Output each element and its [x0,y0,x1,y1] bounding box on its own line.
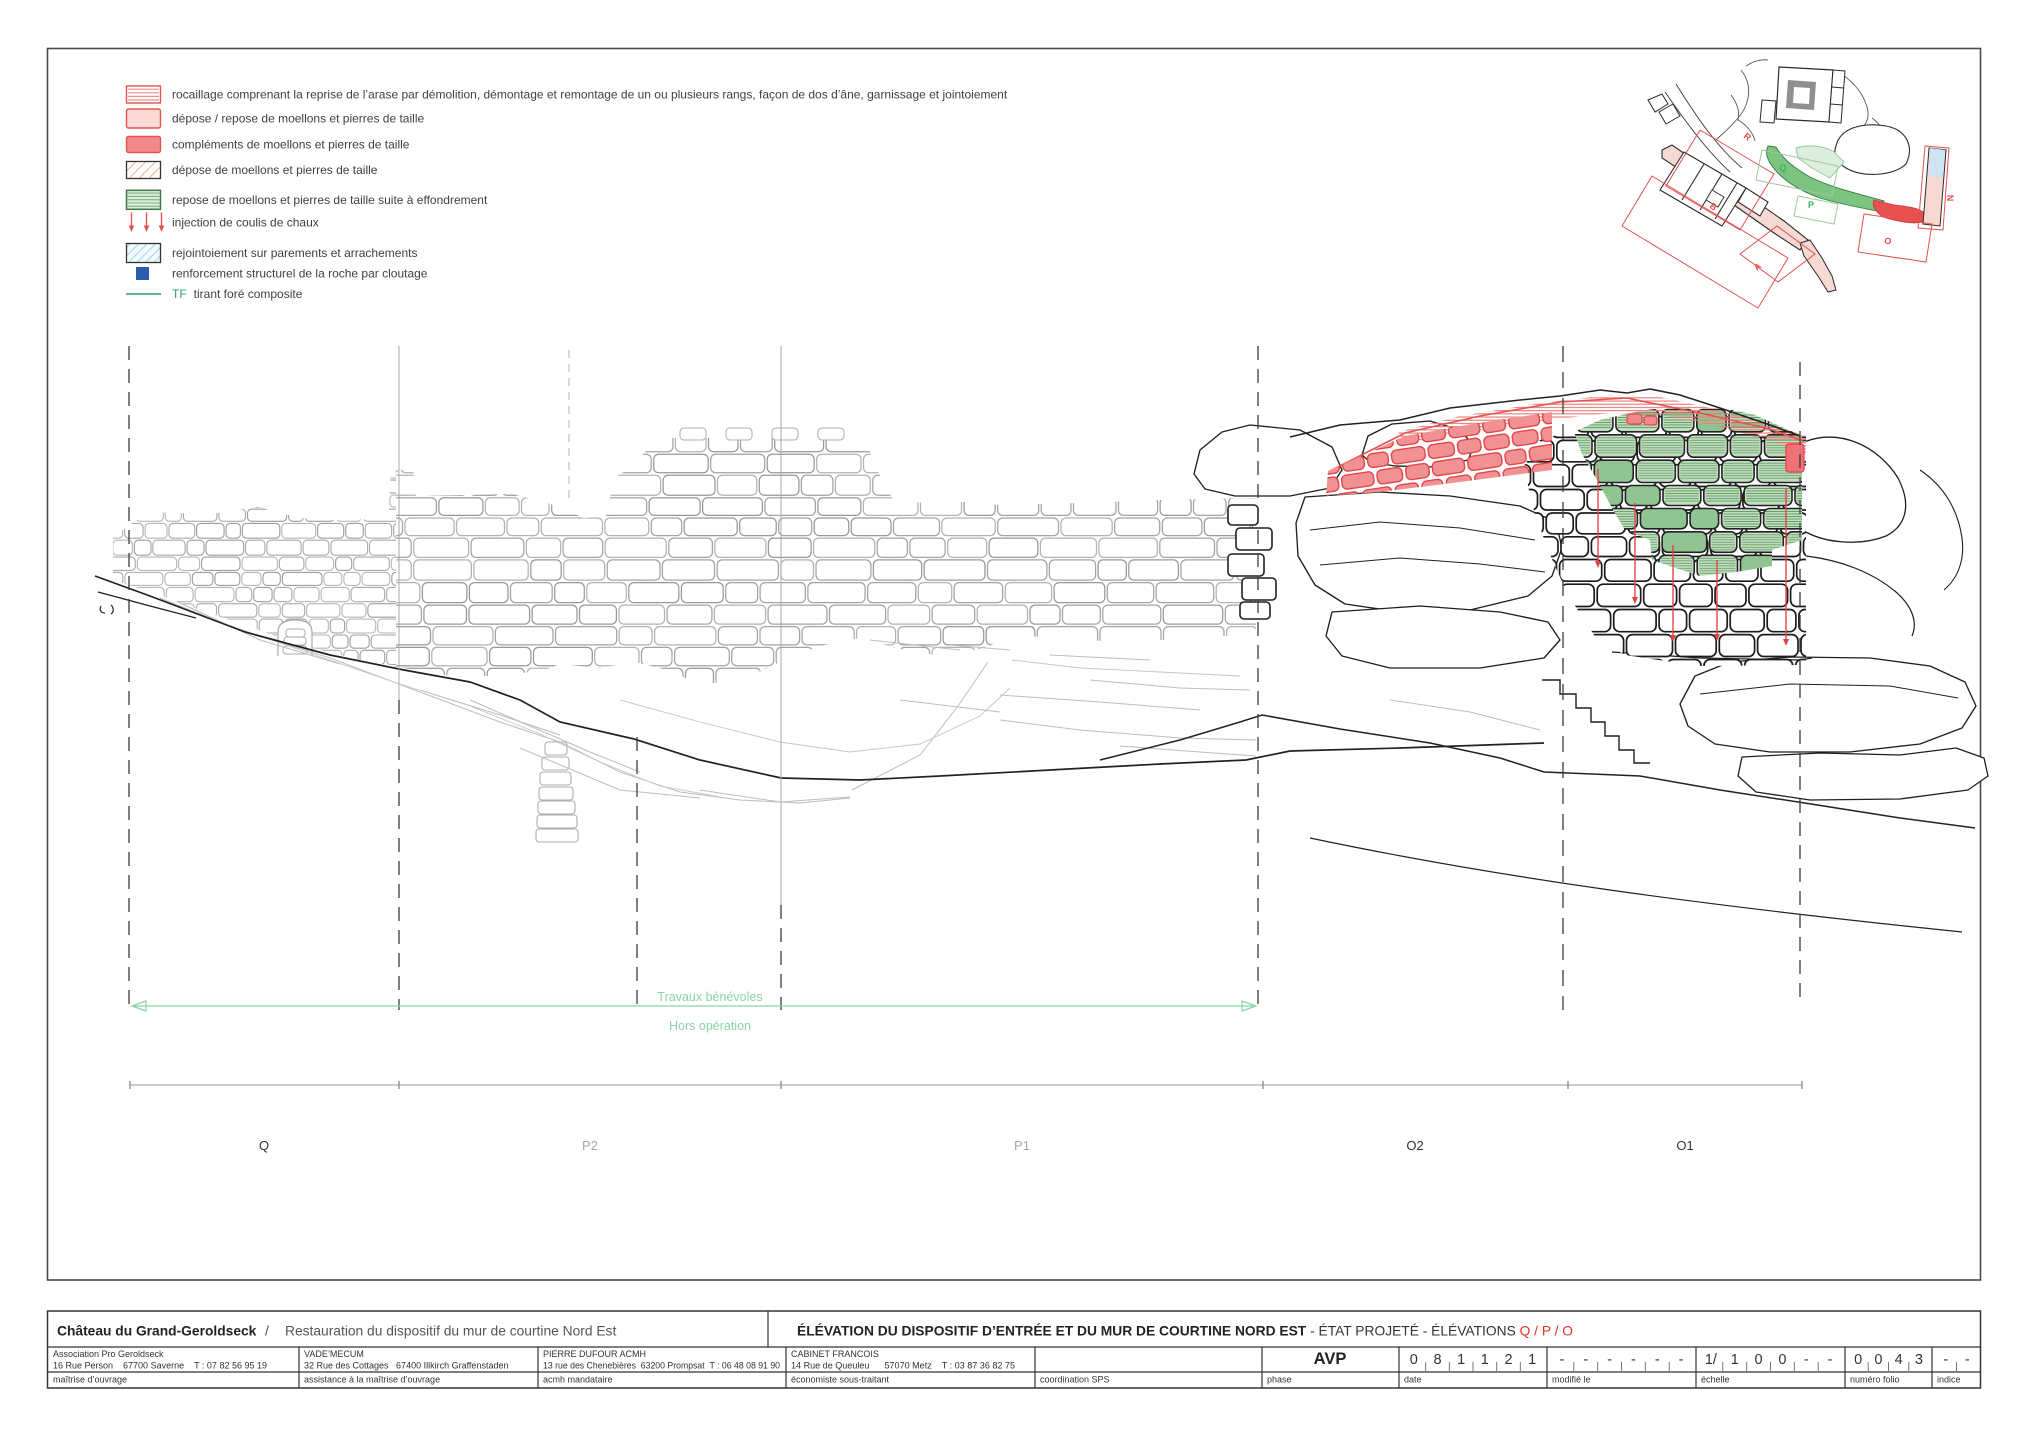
svg-text:-: - [1583,1352,1588,1368]
svg-text:16 Rue Person 67700 Saverne: 16 Rue Person 67700 Saverne T : 07 82 56… [53,1361,267,1371]
svg-text:maîtrise d’ouvrage: maîtrise d’ouvrage [53,1375,127,1385]
svg-text:CABINET FRANCOIS: CABINET FRANCOIS [791,1349,879,1359]
svg-text:-: - [1828,1352,1833,1368]
svg-text:O1: O1 [1676,1138,1693,1153]
svg-text:-: - [1607,1352,1612,1368]
svg-text:VADE’MECUM: VADE’MECUM [304,1349,364,1359]
svg-text:32 Rue des Cottages 67400 Il: 32 Rue des Cottages 67400 Illkirch Graff… [304,1361,508,1371]
svg-text:économiste sous-traitant: économiste sous-traitant [791,1375,890,1385]
svg-text:modifié le: modifié le [1552,1375,1591,1385]
svg-text:0: 0 [1874,1352,1882,1368]
svg-text:0: 0 [1755,1352,1763,1368]
svg-text:1: 1 [1481,1352,1489,1368]
svg-text:-: - [1804,1352,1809,1368]
svg-text:date: date [1404,1375,1422,1385]
svg-text:-: - [1679,1352,1684,1368]
svg-text:repose de moellons et pierres: repose de moellons et pierres de taille … [172,193,488,207]
svg-text:numéro folio: numéro folio [1850,1375,1900,1385]
svg-text:B: B [1708,201,1720,213]
svg-text:Q: Q [259,1138,269,1153]
svg-text:renforcement structurel de la: renforcement structurel de la roche par … [172,267,428,281]
svg-text:Travaux bénévoles: Travaux bénévoles [657,990,762,1004]
svg-text:1/: 1/ [1705,1352,1718,1368]
svg-text:P: P [1808,200,1814,210]
svg-text:1: 1 [1731,1352,1739,1368]
svg-text:2: 2 [1504,1352,1512,1368]
svg-text:/: / [265,1324,269,1339]
svg-text:-: - [1631,1352,1636,1368]
svg-text:R: R [1742,131,1754,143]
svg-text:14 Rue de Queuleu 57070 M: 14 Rue de Queuleu 57070 Metz T : 03 87 3… [791,1361,1015,1371]
svg-text:coordination SPS: coordination SPS [1040,1375,1110,1385]
svg-text:dépose / repose de moellons et: dépose / repose de moellons et pierres d… [172,112,424,126]
svg-text:8: 8 [1433,1352,1441,1368]
svg-text:1: 1 [1528,1352,1536,1368]
svg-text:0: 0 [1778,1352,1786,1368]
svg-text:acmh mandataire: acmh mandataire [543,1375,613,1385]
svg-text:Association Pro Geroldseck: Association Pro Geroldseck [53,1349,164,1359]
svg-text:Q: Q [1779,163,1786,173]
svg-text:ÉLÉVATION DU DISPOSITIF D’ENTR: ÉLÉVATION DU DISPOSITIF D’ENTRÉE ET DU M… [797,1323,1573,1339]
svg-text:P2: P2 [582,1138,598,1153]
svg-text:3: 3 [1915,1352,1923,1368]
svg-text:échelle: échelle [1701,1375,1730,1385]
svg-text:13 rue des Chenebières 63200: 13 rue des Chenebières 63200 Prompsat T … [543,1361,780,1371]
svg-text:-: - [1655,1352,1660,1368]
svg-text:Château du Grand-Geroldseck: Château du Grand-Geroldseck [57,1324,257,1339]
svg-text:Hors opération: Hors opération [669,1019,751,1033]
svg-text:phase: phase [1267,1375,1292,1385]
svg-text:indice: indice [1937,1375,1961,1385]
svg-text:AVP: AVP [1314,1350,1347,1368]
svg-text:assistance à la maîtrise d’ouv: assistance à la maîtrise d’ouvrage [304,1375,440,1385]
svg-text:A: A [1752,261,1764,273]
svg-text:4: 4 [1895,1352,1903,1368]
svg-text:1: 1 [1457,1352,1465,1368]
svg-text:PIERRE DUFOUR ACMH: PIERRE DUFOUR ACMH [543,1349,646,1359]
svg-text:Restauration du dispositif du: Restauration du dispositif du mur de cou… [285,1324,616,1339]
svg-text:compléments de moellons et pie: compléments de moellons et pierres de ta… [172,138,410,152]
svg-text:N: N [1945,195,1955,202]
svg-text:rocaillage comprenant la repri: rocaillage comprenant la reprise de l’ar… [172,88,1008,102]
svg-text:-: - [1559,1352,1564,1368]
svg-text:O2: O2 [1406,1138,1423,1153]
svg-text:O: O [1884,236,1892,247]
svg-text:P1: P1 [1014,1138,1030,1153]
svg-text:-: - [1943,1352,1948,1368]
svg-text:rejointoiement sur parements e: rejointoiement sur parements et arrachem… [172,246,417,260]
svg-text:injection de coulis de chaux: injection de coulis de chaux [172,216,319,230]
svg-text:dépose de moellons et pierres: dépose de moellons et pierres de taille [172,163,378,177]
svg-text:0: 0 [1410,1352,1418,1368]
svg-text:0: 0 [1854,1352,1862,1368]
svg-text:-: - [1965,1352,1970,1368]
